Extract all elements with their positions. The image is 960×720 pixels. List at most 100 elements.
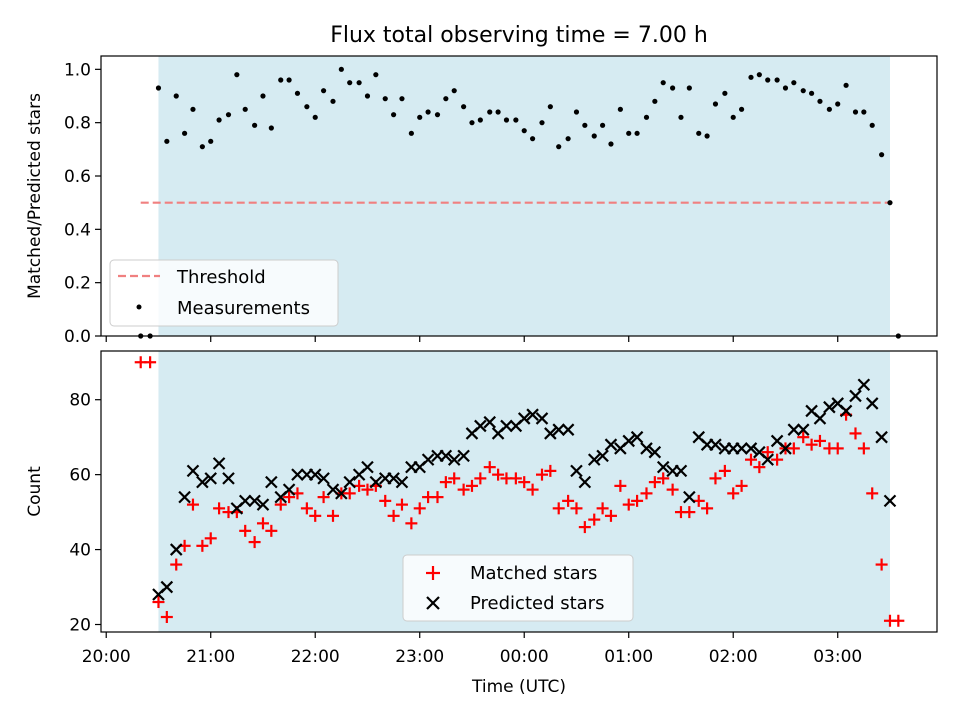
matched-star-point xyxy=(144,356,157,369)
predicted-star-point xyxy=(813,412,827,425)
legend-threshold-label: Threshold xyxy=(176,267,266,288)
measurement-point xyxy=(617,106,623,112)
matched-star-point xyxy=(274,498,287,511)
predicted-star-point xyxy=(361,460,374,474)
measurement-point xyxy=(443,96,449,102)
matched-star-point xyxy=(526,483,539,496)
measurement-point xyxy=(573,109,580,115)
measurement-point xyxy=(461,104,467,110)
predicted-star-point xyxy=(674,464,688,478)
measurement-point xyxy=(364,93,371,99)
x-tick-label: 00:00 xyxy=(500,647,549,667)
measurement-point xyxy=(434,112,441,118)
predicted-star-point xyxy=(474,419,487,433)
predicted-star-point xyxy=(248,494,261,508)
top-axes-frame xyxy=(100,55,938,337)
measurement-point xyxy=(330,98,336,104)
bottom-y-axis-label: Count xyxy=(25,466,45,517)
measurement-point xyxy=(817,98,823,104)
x-tick-label: 20:00 xyxy=(82,647,131,667)
matched-star-point xyxy=(317,491,330,504)
matched-star-point xyxy=(614,479,627,492)
bottom-axes-frame xyxy=(100,350,938,633)
measurement-point xyxy=(556,144,562,150)
measurement-point xyxy=(869,122,875,128)
predicted-star-point xyxy=(343,475,356,489)
predicted-star-point xyxy=(865,397,879,410)
measurement-point xyxy=(199,144,205,150)
top-y-ticks: 0.0 0.2 0.4 0.6 0.8 1.0 xyxy=(64,60,101,347)
predicted-star-point xyxy=(787,423,801,436)
matched-star-point xyxy=(343,487,356,500)
matched-star-point xyxy=(866,487,879,500)
y-tick-label: 80 xyxy=(69,391,91,411)
measurement-point xyxy=(835,101,841,107)
measurement-point xyxy=(800,88,806,94)
legend-predicted-marker xyxy=(426,596,440,610)
matched-star-point xyxy=(578,521,591,534)
measurement-point xyxy=(686,85,692,91)
measurement-point xyxy=(696,130,702,136)
matched-star-point xyxy=(813,434,826,447)
measurement-point xyxy=(338,66,344,72)
matched-star-point xyxy=(300,502,313,515)
matched-star-point xyxy=(631,494,644,507)
measurement-point xyxy=(791,80,797,86)
predicted-star-point xyxy=(178,490,191,504)
measurement-point xyxy=(356,80,362,86)
bottom-x-ticks: 20:00 21:00 22:00 23:00 00:00 01:00 02:00 03:00 xyxy=(82,632,862,667)
predicted-star-point xyxy=(204,472,218,485)
predicted-star-point xyxy=(160,580,174,594)
matched-star-point xyxy=(186,498,199,511)
predicted-star-point xyxy=(369,475,383,489)
y-tick-label: 0.4 xyxy=(64,220,91,240)
legend-matched-marker xyxy=(426,566,440,580)
measurement-point xyxy=(294,90,301,96)
predicted-star-point xyxy=(875,430,888,444)
matched-star-point xyxy=(849,427,862,440)
x-tick-label: 22:00 xyxy=(291,647,340,667)
matched-star-point xyxy=(753,461,766,474)
measurement-point xyxy=(382,96,388,102)
measurement-point xyxy=(260,93,266,99)
predicted-star-point xyxy=(709,438,722,451)
x-tick-label: 03:00 xyxy=(813,647,862,667)
predicted-star-point xyxy=(447,453,461,466)
matched-star-point xyxy=(474,472,487,485)
predicted-star-point xyxy=(587,453,601,466)
predicted-star-point xyxy=(169,543,183,556)
predicted-star-point xyxy=(552,423,565,436)
measurement-point xyxy=(643,114,650,120)
predicted-star-point xyxy=(604,438,618,451)
predicted-star-point xyxy=(683,490,696,504)
measurement-point xyxy=(399,96,405,102)
top-panel: 0.0 0.2 0.4 0.6 0.8 1.0 Matched/Predicted sta… xyxy=(25,55,938,347)
matched-star-point xyxy=(239,524,252,537)
matched-star-point xyxy=(431,491,444,504)
matched-star-point xyxy=(771,453,784,466)
measurement-point xyxy=(477,117,483,123)
matched-star-point xyxy=(448,472,461,485)
predicted-star-point xyxy=(326,483,340,496)
x-tick-label: 02:00 xyxy=(709,647,758,667)
measurement-point xyxy=(234,72,240,78)
measurement-point xyxy=(626,130,632,136)
predicted-star-point xyxy=(796,423,810,436)
measurement-point xyxy=(730,114,736,120)
matched-star-point xyxy=(744,453,757,466)
matched-star-point xyxy=(379,494,392,507)
predicted-star-point xyxy=(282,483,296,496)
measurement-point xyxy=(652,98,658,104)
measurement-point xyxy=(748,74,754,80)
matched-star-point xyxy=(562,494,575,507)
measurement-point xyxy=(547,104,553,110)
predicted-star-point xyxy=(238,494,252,508)
bottom-legend: Matched stars Predicted stars xyxy=(402,554,634,622)
bottom-panel: 20 40 60 80 20:00 21:00 22:00 23:00 00:00 01:00 0… xyxy=(25,350,938,697)
matched-star-point xyxy=(735,479,748,492)
measurement-point xyxy=(582,122,588,128)
measurement-point xyxy=(173,93,179,99)
predicted-star-point xyxy=(291,468,304,481)
matched-star-point xyxy=(465,479,478,492)
matched-star-point xyxy=(787,442,800,455)
